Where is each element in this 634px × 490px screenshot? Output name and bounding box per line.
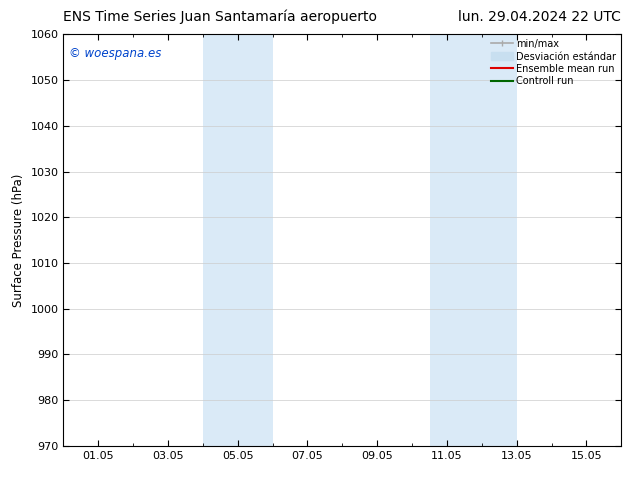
- Text: lun. 29.04.2024 22 UTC: lun. 29.04.2024 22 UTC: [458, 10, 621, 24]
- Y-axis label: Surface Pressure (hPa): Surface Pressure (hPa): [12, 173, 25, 307]
- Bar: [203, 34, 273, 446]
- Bar: [429, 34, 517, 446]
- Legend: min/max, Desviación estándar, Ensemble mean run, Controll run: min/max, Desviación estándar, Ensemble m…: [489, 37, 618, 88]
- Text: © woespana.es: © woespana.es: [69, 47, 162, 60]
- Text: ENS Time Series Juan Santamaría aeropuerto: ENS Time Series Juan Santamaría aeropuer…: [63, 10, 377, 24]
